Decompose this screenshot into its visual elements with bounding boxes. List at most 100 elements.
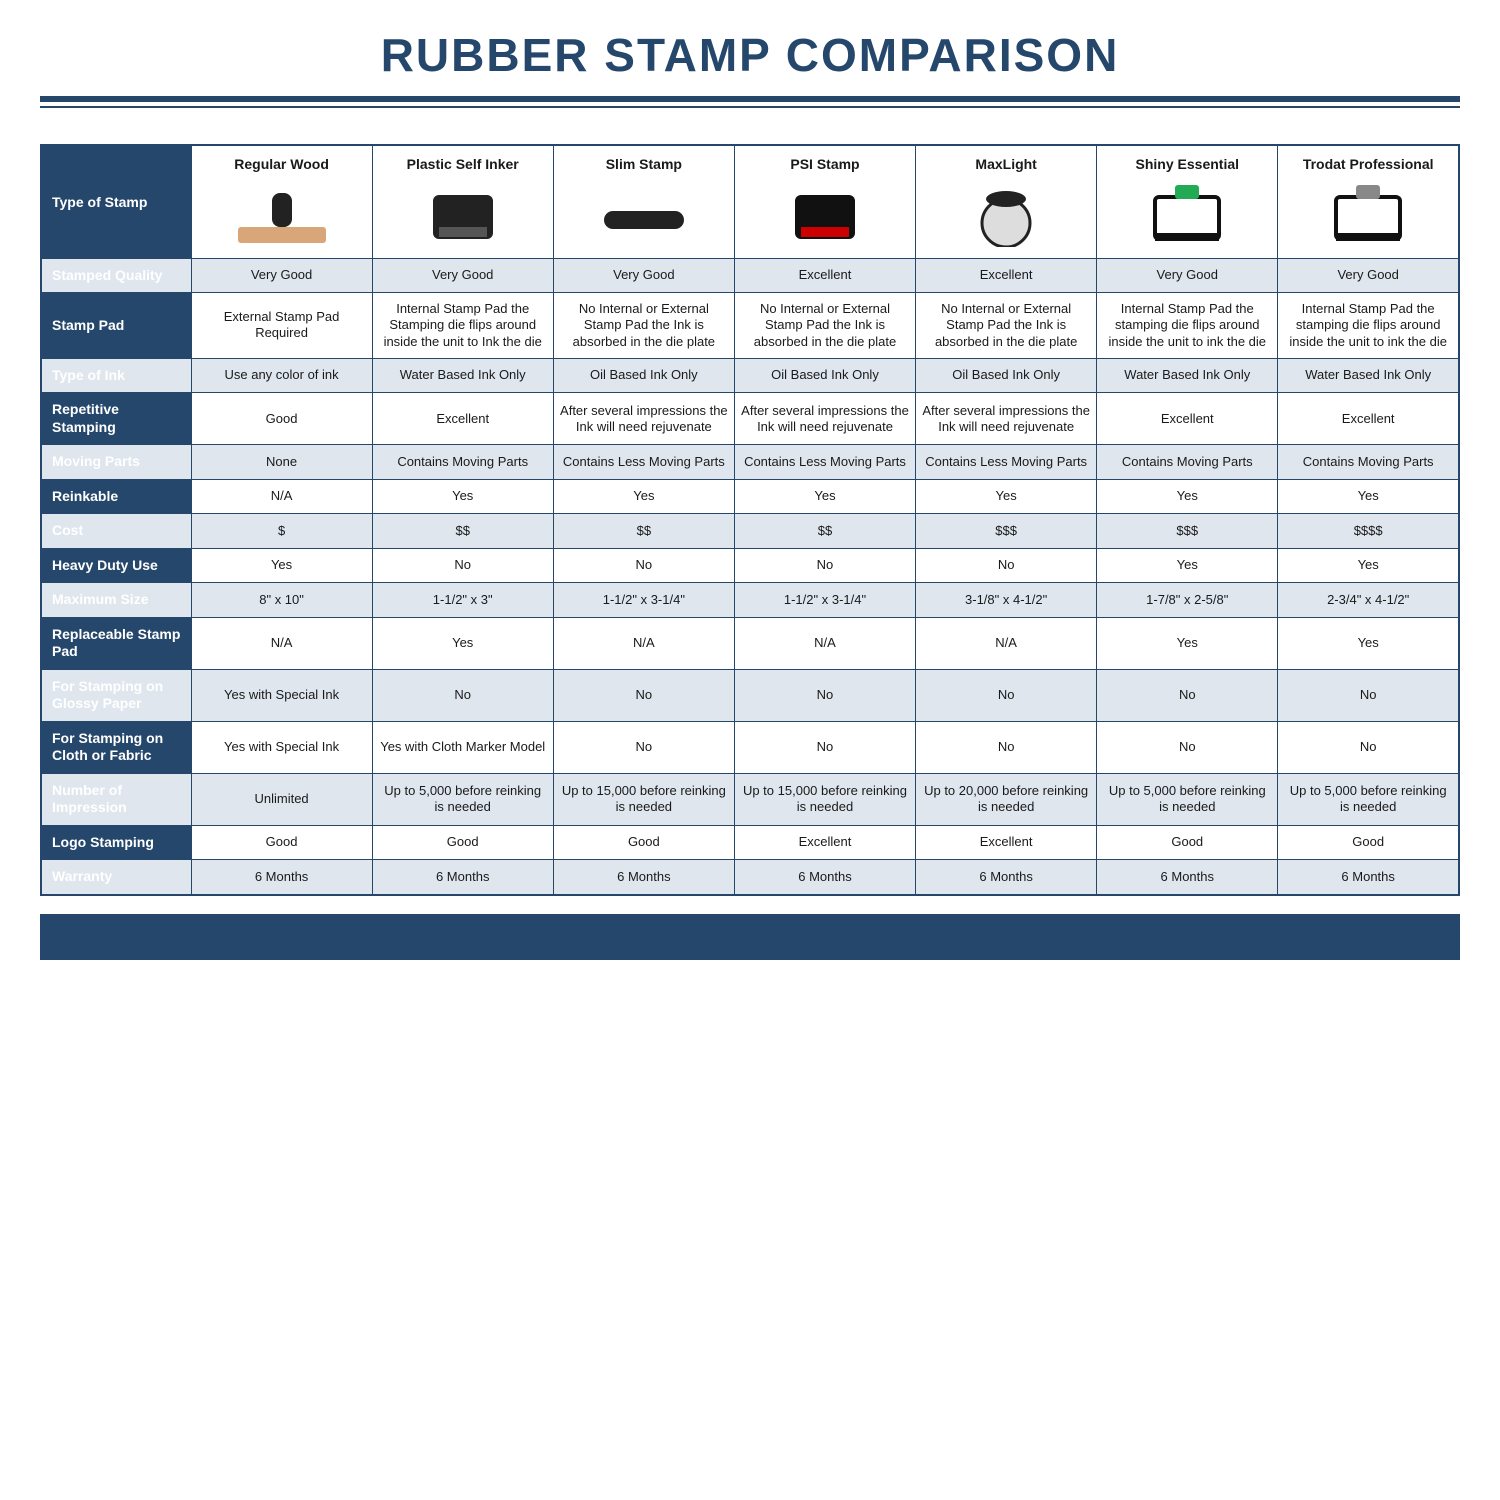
column-header: MaxLight bbox=[916, 145, 1097, 258]
table-cell: Yes bbox=[191, 548, 372, 583]
table-cell: No bbox=[734, 669, 915, 721]
trodat-icon bbox=[1318, 183, 1418, 247]
shiny-icon bbox=[1137, 183, 1237, 247]
table-cell: No Internal or External Stamp Pad the In… bbox=[916, 293, 1097, 359]
table-cell: Excellent bbox=[734, 258, 915, 293]
table-cell: No bbox=[916, 548, 1097, 583]
table-cell: N/A bbox=[553, 617, 734, 669]
table-cell: Yes bbox=[1278, 617, 1459, 669]
table-cell: Oil Based Ink Only bbox=[916, 358, 1097, 393]
table-cell: Internal Stamp Pad the stamping die flip… bbox=[1278, 293, 1459, 359]
table-cell: 6 Months bbox=[553, 860, 734, 895]
row-label: Logo Stamping bbox=[41, 825, 191, 860]
column-label: Plastic Self Inker bbox=[379, 156, 547, 174]
table-cell: 1-1/2" x 3" bbox=[372, 583, 553, 618]
table-cell: Excellent bbox=[916, 258, 1097, 293]
table-cell: Good bbox=[191, 393, 372, 445]
table-cell: Yes bbox=[372, 617, 553, 669]
table-row: Moving PartsNoneContains Moving PartsCon… bbox=[41, 445, 1459, 480]
table-cell: $$$$ bbox=[1278, 514, 1459, 549]
table-row: Repetitive StampingGoodExcellentAfter se… bbox=[41, 393, 1459, 445]
table-cell: $$ bbox=[734, 514, 915, 549]
row-label: Stamped Quality bbox=[41, 258, 191, 293]
table-cell: Very Good bbox=[372, 258, 553, 293]
table-row: Type of InkUse any color of ink Water Bas… bbox=[41, 358, 1459, 393]
column-header: Trodat Professional bbox=[1278, 145, 1459, 258]
table-cell: 2-3/4" x 4-1/2" bbox=[1278, 583, 1459, 618]
row-label: For Stamping on Glossy Paper bbox=[41, 669, 191, 721]
table-cell: Excellent bbox=[1097, 393, 1278, 445]
row-label: Number of Impression bbox=[41, 773, 191, 825]
row-label: Moving Parts bbox=[41, 445, 191, 480]
table-cell: Excellent bbox=[372, 393, 553, 445]
row-label: Replaceable Stamp Pad bbox=[41, 617, 191, 669]
table-cell: Yes with Cloth Marker Model bbox=[372, 721, 553, 773]
table-cell: N/A bbox=[734, 617, 915, 669]
row-label: Warranty bbox=[41, 860, 191, 895]
table-cell: Up to 5,000 before reinking is needed bbox=[1278, 773, 1459, 825]
table-cell: Very Good bbox=[191, 258, 372, 293]
table-cell: $ bbox=[191, 514, 372, 549]
corner-cell: Type of Stamp bbox=[41, 145, 191, 258]
table-cell: Up to 5,000 before reinking is needed bbox=[1097, 773, 1278, 825]
table-cell: Yes bbox=[1278, 479, 1459, 514]
table-cell: No bbox=[734, 721, 915, 773]
table-cell: 1-1/2" x 3-1/4" bbox=[734, 583, 915, 618]
table-row: For Stamping on Cloth or FabricYes with … bbox=[41, 721, 1459, 773]
maxlight-icon bbox=[956, 183, 1056, 247]
table-cell: Yes bbox=[734, 479, 915, 514]
table-cell: 6 Months bbox=[191, 860, 372, 895]
title-block: RUBBER STAMP COMPARISON bbox=[40, 0, 1460, 144]
table-row: Heavy Duty UseYesNoNoNoNoYesYes bbox=[41, 548, 1459, 583]
column-label: Trodat Professional bbox=[1284, 156, 1452, 174]
table-row: Replaceable Stamp PadN/AYesN/AN/AN/AYesY… bbox=[41, 617, 1459, 669]
column-label: Slim Stamp bbox=[560, 156, 728, 174]
table-cell: Good bbox=[553, 825, 734, 860]
table-cell: N/A bbox=[916, 617, 1097, 669]
row-label: Maximum Size bbox=[41, 583, 191, 618]
table-cell: 6 Months bbox=[734, 860, 915, 895]
table-cell: 6 Months bbox=[1278, 860, 1459, 895]
row-label: Type of Ink bbox=[41, 358, 191, 393]
table-cell: Use any color of ink bbox=[191, 358, 372, 393]
table-cell: Yes bbox=[553, 479, 734, 514]
table-cell: No bbox=[1278, 669, 1459, 721]
title-rule-thin bbox=[40, 106, 1460, 108]
table-cell: 1-1/2" x 3-1/4" bbox=[553, 583, 734, 618]
table-cell: No bbox=[916, 669, 1097, 721]
table-cell: No bbox=[916, 721, 1097, 773]
table-cell: No bbox=[372, 548, 553, 583]
table-cell: No bbox=[1097, 721, 1278, 773]
table-row: For Stamping on Glossy PaperYes with Spe… bbox=[41, 669, 1459, 721]
table-cell: Contains Less Moving Parts bbox=[734, 445, 915, 480]
table-row: Logo StampingGoodGoodGoodExcellentExcell… bbox=[41, 825, 1459, 860]
table-cell: Oil Based Ink Only bbox=[734, 358, 915, 393]
table-cell: Water Based Ink Only bbox=[1097, 358, 1278, 393]
page-title: RUBBER STAMP COMPARISON bbox=[40, 28, 1460, 82]
column-header: Regular Wood bbox=[191, 145, 372, 258]
table-cell: Very Good bbox=[1278, 258, 1459, 293]
table-cell: Good bbox=[191, 825, 372, 860]
table-row: Number of ImpressionUnlimitedUp to 5,000… bbox=[41, 773, 1459, 825]
table-cell: Up to 5,000 before reinking is needed bbox=[372, 773, 553, 825]
table-cell: N/A bbox=[191, 479, 372, 514]
column-label: Regular Wood bbox=[198, 156, 366, 174]
table-row: ReinkableN/AYesYesYesYesYesYes bbox=[41, 479, 1459, 514]
table-cell: Good bbox=[372, 825, 553, 860]
table-cell: Yes bbox=[1097, 479, 1278, 514]
column-header: Plastic Self Inker bbox=[372, 145, 553, 258]
column-label: PSI Stamp bbox=[741, 156, 909, 174]
table-cell: No bbox=[734, 548, 915, 583]
table-cell: No bbox=[1097, 669, 1278, 721]
table-cell: $$$ bbox=[1097, 514, 1278, 549]
table-cell: No bbox=[553, 548, 734, 583]
table-cell: Yes with Special Ink bbox=[191, 669, 372, 721]
table-cell: No bbox=[372, 669, 553, 721]
table-cell: Contains Moving Parts bbox=[1097, 445, 1278, 480]
table-cell: Yes bbox=[1097, 617, 1278, 669]
row-label: Stamp Pad bbox=[41, 293, 191, 359]
table-cell: $$ bbox=[553, 514, 734, 549]
table-cell: Oil Based Ink Only bbox=[553, 358, 734, 393]
row-label: Cost bbox=[41, 514, 191, 549]
table-cell: Unlimited bbox=[191, 773, 372, 825]
